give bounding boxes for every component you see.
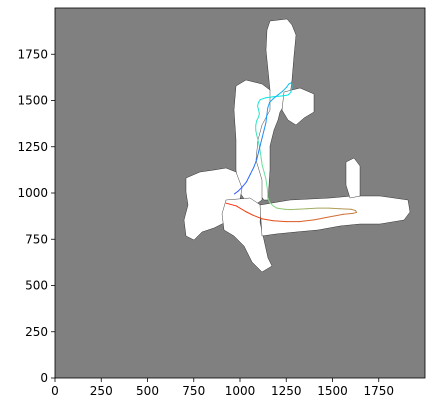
x-tick-label: 1750 xyxy=(363,384,394,398)
trajectory-segment xyxy=(257,101,259,107)
east-spur-region xyxy=(345,157,361,199)
trajectory-segment xyxy=(261,164,265,173)
trajectory-segment xyxy=(352,211,358,214)
north-east-room-region xyxy=(281,87,315,126)
trajectory-segment xyxy=(339,208,352,210)
y-tick-label: 1750 xyxy=(17,47,48,61)
x-tick-label: 1000 xyxy=(225,384,256,398)
central-vertical-region xyxy=(233,79,271,206)
trajectory-segment xyxy=(258,112,260,118)
trajectory-segment xyxy=(253,159,258,168)
trajectory-segment xyxy=(261,129,265,138)
trajectory-segment xyxy=(245,174,251,183)
x-tick-label: 250 xyxy=(90,384,113,398)
trajectory-segment xyxy=(282,87,287,92)
trajectory-segment xyxy=(245,211,254,216)
y-tick-label: 750 xyxy=(25,232,48,246)
robot-trajectory xyxy=(225,82,358,223)
trajectory-segment xyxy=(225,202,237,207)
trajectory-segment xyxy=(263,122,267,131)
trajectory-segment xyxy=(343,212,354,215)
trajectory-segment xyxy=(328,207,341,210)
trajectory-segment xyxy=(276,207,285,210)
trajectory-segment xyxy=(258,141,260,148)
trajectory-segment xyxy=(266,185,269,193)
y-tick-label: 250 xyxy=(25,325,48,339)
trajectory-segment xyxy=(287,91,292,96)
trajectory-segment xyxy=(265,114,268,124)
trajectory-segment xyxy=(258,109,260,114)
trajectory-segment xyxy=(256,116,259,122)
y-tick-label: 0 xyxy=(40,371,48,385)
trajectory-segment xyxy=(269,98,274,103)
y-tick-label: 1500 xyxy=(17,94,48,108)
trajectory-segment xyxy=(256,134,259,139)
x-tick-label: 1250 xyxy=(271,384,302,398)
trajectory-segment xyxy=(255,129,258,136)
trajectory-segment xyxy=(241,181,247,188)
x-axis: 0 250 500 750 1000 1250 1500 1750 xyxy=(51,378,394,398)
x-tick-label: 500 xyxy=(136,384,159,398)
trajectory-segment xyxy=(282,94,289,97)
trajectory-segment xyxy=(252,214,263,220)
trajectory-segment xyxy=(328,213,345,218)
x-tick-label: 750 xyxy=(182,384,205,398)
y-axis: 0 250 500 750 1000 1250 1500 1750 xyxy=(17,47,55,385)
trajectory-segment xyxy=(269,201,274,207)
trajectory-segment xyxy=(263,171,267,180)
trajectory-segment xyxy=(249,166,255,175)
trajectory-segment xyxy=(267,101,271,109)
trajectory-segment xyxy=(296,208,308,210)
trajectory-segment xyxy=(267,197,271,203)
trajectory-segment xyxy=(290,87,293,93)
trajectory-segment xyxy=(258,99,261,103)
trajectory-segment xyxy=(285,83,290,89)
trajectory-segment xyxy=(261,218,274,222)
trajectory-segment xyxy=(237,186,243,192)
trajectory-segment xyxy=(266,107,269,116)
trajectory-segment xyxy=(259,137,263,146)
trajectory-segment xyxy=(256,151,259,161)
y-tick-label: 1250 xyxy=(17,140,48,154)
trajectory-segment xyxy=(277,90,284,96)
trajectory-segment xyxy=(259,97,267,101)
trajectory-segment xyxy=(272,205,278,209)
trajectory-segment xyxy=(265,178,268,187)
x-tick-label: 1500 xyxy=(317,384,348,398)
trajectory-segment xyxy=(259,151,262,160)
trajectory-segment xyxy=(257,105,259,111)
trajectory-segment xyxy=(265,96,274,99)
y-tick-label: 1000 xyxy=(17,186,48,200)
trajectory-segment xyxy=(258,144,261,153)
trajectory-segment xyxy=(350,208,357,212)
trajectory-segment xyxy=(255,120,258,126)
trajectory-segment xyxy=(233,190,239,195)
trajectory-segment xyxy=(272,94,279,100)
y-tick-label: 500 xyxy=(25,279,48,293)
trajectory-segment xyxy=(272,95,284,98)
trajectory-segment xyxy=(272,220,287,223)
trajectory-segment xyxy=(298,219,315,223)
x-tick-label: 0 xyxy=(51,384,59,398)
trajectory-segment xyxy=(260,158,263,166)
trajectory-segment xyxy=(235,205,247,212)
trajectory-segment xyxy=(257,137,259,143)
trajectory-segment xyxy=(313,216,330,221)
trajectory-segment xyxy=(306,207,319,210)
